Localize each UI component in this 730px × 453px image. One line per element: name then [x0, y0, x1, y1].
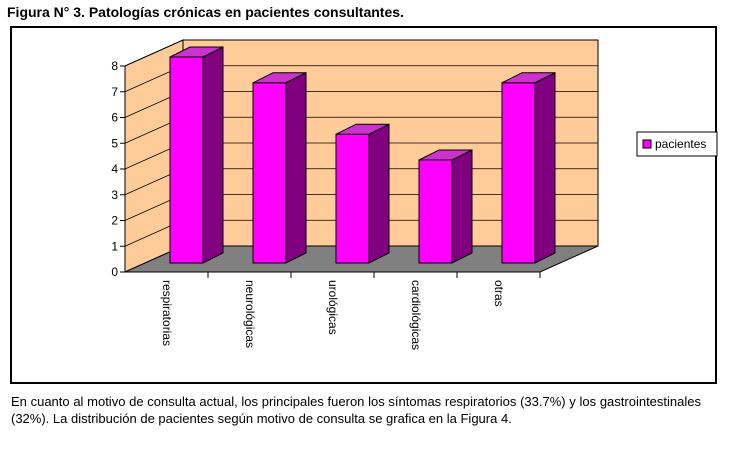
bar-side [451, 149, 473, 264]
bar-top [169, 46, 224, 58]
bar [418, 159, 453, 264]
bar-top [501, 72, 556, 84]
bar [335, 133, 370, 264]
bar-top [335, 123, 390, 135]
bar [501, 82, 536, 264]
y-tick-label: 7 [111, 85, 118, 99]
bar [169, 56, 204, 264]
y-tick-label: 5 [111, 136, 118, 150]
y-tick-label: 1 [111, 239, 118, 253]
x-tick-label: respiratorias [160, 280, 174, 346]
bar-side [534, 71, 556, 264]
y-tick-label: 3 [111, 188, 118, 202]
figure-title: Figura N° 3. Patologías crónicas en paci… [7, 4, 404, 20]
y-tick-label: 8 [111, 59, 118, 73]
x-tick-label: otras [492, 280, 506, 307]
legend-label: pacientes [655, 137, 706, 151]
axes [120, 65, 541, 278]
x-tick-label: urológicas [326, 280, 340, 335]
bar-side [202, 46, 224, 264]
gridline [124, 39, 598, 67]
axis-labels: 0 1 2 3 4 5 6 7 8 respiratorias neurológicas urológ… [111, 59, 506, 350]
bar-top [252, 72, 307, 84]
x-tick-label: cardiológicas [409, 280, 423, 350]
x-tick-label: neurológicas [243, 280, 257, 348]
caption-text: En cuanto al motivo de consulta actual, … [11, 394, 701, 426]
y-tick-label: 6 [111, 111, 118, 125]
bar-side [285, 71, 307, 264]
legend-swatch [642, 139, 652, 149]
y-tick-label: 2 [111, 214, 118, 228]
legend: pacientes [636, 131, 718, 157]
y-tick-label: 4 [111, 162, 118, 176]
y-tick-label: 0 [111, 265, 118, 279]
bar-top [418, 149, 473, 161]
bar [252, 82, 287, 264]
bars [169, 46, 556, 264]
bar-side [368, 123, 390, 264]
